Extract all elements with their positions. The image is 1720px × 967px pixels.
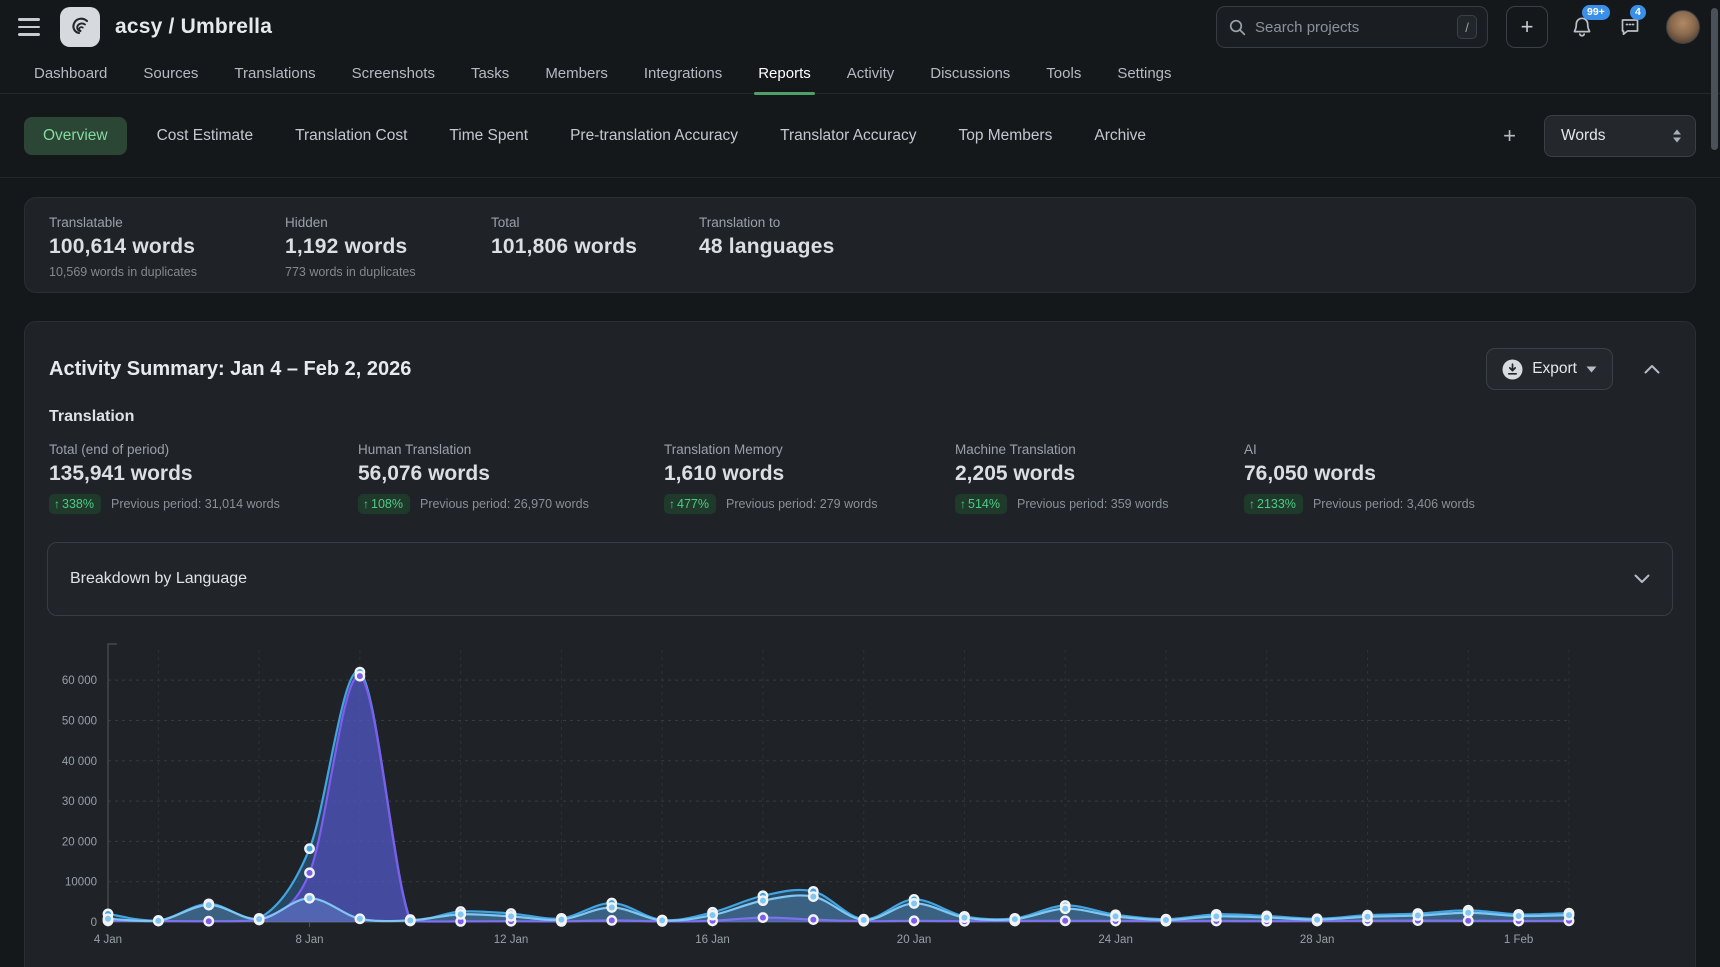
app-logo-icon[interactable]	[60, 7, 100, 47]
nav-item-reports[interactable]: Reports	[758, 54, 811, 94]
nav-item-dashboard[interactable]: Dashboard	[34, 54, 107, 94]
svg-text:30 000: 30 000	[62, 796, 97, 808]
metric-translation-memory: Translation Memory 1,610 words ↑477% Pre…	[664, 442, 955, 514]
svg-text:12 Jan: 12 Jan	[494, 934, 529, 946]
metric-ai: AI 76,050 words ↑2133% Previous period: …	[1244, 442, 1475, 514]
nav-item-discussions[interactable]: Discussions	[930, 54, 1010, 94]
stat-translation-to: Translation to 48 languages	[699, 215, 834, 292]
nav-item-sources[interactable]: Sources	[143, 54, 198, 94]
reports-subnav: Overview Cost Estimate Translation Cost …	[0, 94, 1720, 178]
export-label: Export	[1532, 360, 1577, 378]
arrow-up-icon: ↑	[960, 497, 966, 511]
change-badge: ↑2133%	[1244, 494, 1303, 514]
select-arrows-icon	[1671, 128, 1683, 144]
notifications-count-badge: 99+	[1582, 5, 1610, 20]
project-title: acsy / Umbrella	[115, 15, 272, 39]
messages-button[interactable]: 4	[1618, 14, 1644, 40]
chevron-up-icon	[1644, 364, 1660, 374]
nav-item-tasks[interactable]: Tasks	[471, 54, 509, 94]
activity-summary-card: Activity Summary: Jan 4 – Feb 2, 2026 Ex…	[24, 321, 1696, 967]
svg-text:16 Jan: 16 Jan	[695, 934, 730, 946]
stat-translatable: Translatable 100,614 words 10,569 words …	[49, 215, 285, 292]
stat-total: Total 101,806 words	[491, 215, 699, 292]
project-nav: Dashboard Sources Translations Screensho…	[0, 54, 1720, 94]
svg-text:4 Jan: 4 Jan	[94, 934, 122, 946]
nav-item-translations[interactable]: Translations	[234, 54, 315, 94]
svg-text:60 000: 60 000	[62, 675, 97, 687]
breakdown-by-language-toggle[interactable]: Breakdown by Language	[47, 542, 1673, 616]
hamburger-icon[interactable]	[18, 14, 44, 40]
nav-item-screenshots[interactable]: Screenshots	[352, 54, 435, 94]
tab-translator-accuracy[interactable]: Translator Accuracy	[780, 127, 916, 145]
chevron-down-icon	[1634, 574, 1650, 584]
notifications-button[interactable]: 99+	[1570, 14, 1596, 40]
svg-text:1 Feb: 1 Feb	[1504, 934, 1533, 946]
stat-hidden: Hidden 1,192 words 773 words in duplicat…	[285, 215, 491, 292]
activity-chart: 0 10000 20 000 30 000 40 000 50 000 60 000 4 Ja…	[25, 638, 1681, 960]
unit-select[interactable]: Words	[1544, 115, 1696, 157]
svg-text:20 000: 20 000	[62, 836, 97, 848]
nav-item-settings[interactable]: Settings	[1117, 54, 1171, 94]
tab-translation-cost[interactable]: Translation Cost	[295, 127, 407, 145]
breakdown-label: Breakdown by Language	[70, 570, 1634, 588]
export-button[interactable]: Export	[1486, 348, 1613, 390]
tab-archive[interactable]: Archive	[1094, 127, 1146, 145]
search-box[interactable]: /	[1216, 6, 1488, 48]
translation-metrics: Total (end of period) 135,941 words ↑338…	[25, 426, 1695, 514]
search-shortcut-hint: /	[1457, 15, 1477, 39]
nav-item-tools[interactable]: Tools	[1046, 54, 1081, 94]
search-input[interactable]	[1255, 19, 1457, 36]
svg-text:20 Jan: 20 Jan	[897, 934, 932, 946]
create-project-button[interactable]: +	[1506, 6, 1548, 48]
messages-count-badge: 4	[1630, 5, 1646, 20]
change-badge: ↑108%	[358, 494, 410, 514]
topbar: acsy / Umbrella / + 99+ 4	[0, 0, 1720, 54]
collapse-panel-button[interactable]	[1639, 356, 1665, 382]
scrollbar[interactable]	[1711, 8, 1718, 150]
arrow-up-icon: ↑	[1249, 497, 1255, 511]
metric-total-end-of-period: Total (end of period) 135,941 words ↑338…	[49, 442, 358, 514]
tab-overview[interactable]: Overview	[24, 117, 127, 155]
arrow-up-icon: ↑	[669, 497, 675, 511]
download-icon	[1502, 359, 1523, 380]
change-badge: ↑514%	[955, 494, 1007, 514]
svg-text:8 Jan: 8 Jan	[295, 934, 323, 946]
svg-text:50 000: 50 000	[62, 715, 97, 727]
metric-human-translation: Human Translation 56,076 words ↑108% Pre…	[358, 442, 664, 514]
words-summary-card: Translatable 100,614 words 10,569 words …	[24, 197, 1696, 293]
activity-summary-title: Activity Summary: Jan 4 – Feb 2, 2026	[49, 358, 1486, 381]
svg-text:40 000: 40 000	[62, 756, 97, 768]
caret-down-icon	[1586, 366, 1597, 373]
svg-text:0: 0	[91, 917, 97, 929]
nav-item-integrations[interactable]: Integrations	[644, 54, 722, 94]
unit-select-value: Words	[1561, 127, 1671, 145]
tab-pre-translation-accuracy[interactable]: Pre-translation Accuracy	[570, 127, 738, 145]
arrow-up-icon: ↑	[54, 497, 60, 511]
tab-top-members[interactable]: Top Members	[958, 127, 1052, 145]
metric-machine-translation: Machine Translation 2,205 words ↑514% Pr…	[955, 442, 1244, 514]
tab-time-spent[interactable]: Time Spent	[449, 127, 528, 145]
svg-text:10000: 10000	[65, 877, 97, 889]
change-badge: ↑338%	[49, 494, 101, 514]
nav-item-members[interactable]: Members	[545, 54, 608, 94]
svg-text:24 Jan: 24 Jan	[1098, 934, 1133, 946]
translation-section-title: Translation	[25, 394, 1695, 426]
nav-item-activity[interactable]: Activity	[847, 54, 895, 94]
search-icon	[1229, 19, 1246, 36]
add-report-button[interactable]: +	[1503, 123, 1516, 149]
svg-text:28 Jan: 28 Jan	[1300, 934, 1335, 946]
user-avatar[interactable]	[1666, 10, 1700, 44]
arrow-up-icon: ↑	[363, 497, 369, 511]
change-badge: ↑477%	[664, 494, 716, 514]
tab-cost-estimate[interactable]: Cost Estimate	[157, 127, 253, 145]
